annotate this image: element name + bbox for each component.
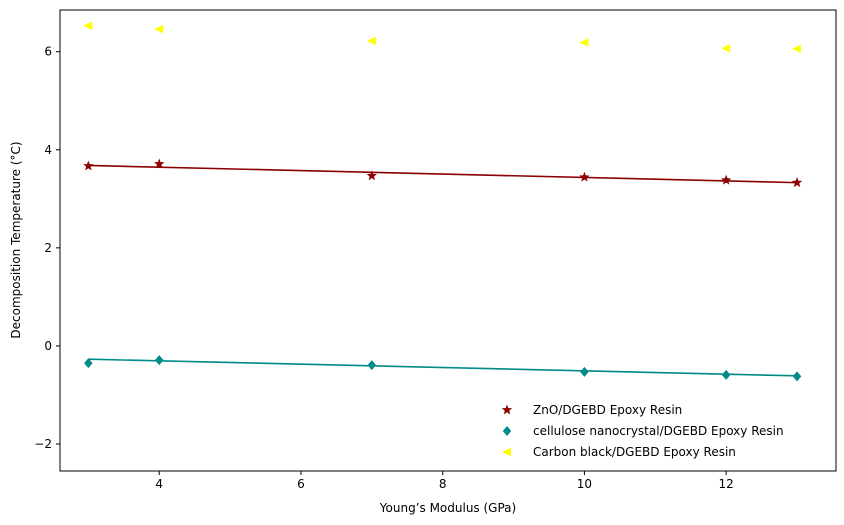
x-tick-label: 4 [155,477,163,491]
y-axis-ticks: −2 0 2 4 6 [34,45,60,451]
legend-label-series-1: cellulose nanocrystal/DGEBD Epoxy Resin [533,424,784,438]
data-point-series-2-0 [83,21,93,30]
legend-marker-series-0 [501,404,513,415]
data-point-series-1-0 [84,358,93,369]
data-point-series-0-3 [579,171,590,182]
fit-line-series-0 [88,164,798,184]
y-axis-label: Decomposition Temperature (°C) [9,141,23,338]
fit-line-series-1 [88,358,798,377]
x-tick-label: 8 [439,477,447,491]
data-point-series-0-1 [153,158,165,169]
x-axis-label: Young’s Modulus (GPa) [379,501,516,515]
fit-lines [88,164,798,377]
plot-area [60,10,836,471]
x-axis-ticks: 4 6 8 10 12 [155,471,734,491]
data-point-series-1-2 [367,360,377,371]
data-point-series-2-3 [579,38,589,47]
legend-marker-series-2 [502,447,511,457]
data-point-series-1-4 [721,369,731,380]
data-point-series-0-4 [720,174,732,185]
data-point-series-1-3 [580,366,589,377]
data-point-series-2-5 [792,44,802,53]
legend-label-series-2: Carbon black/DGEBD Epoxy Resin [533,445,736,459]
y-tick-label: 0 [44,339,52,353]
x-tick-label: 12 [719,477,734,491]
data-point-series-1-1 [154,355,164,366]
plot-frame [59,9,837,472]
y-tick-label: 2 [44,241,52,255]
y-tick-label: 6 [44,45,52,59]
x-tick-label: 6 [297,477,305,491]
legend: ZnO/DGEBD Epoxy Resin cellulose nanocryst… [501,403,784,459]
data-point-series-0-2 [366,170,378,181]
data-point-series-2-4 [721,44,731,53]
legend-label-series-0: ZnO/DGEBD Epoxy Resin [533,403,682,417]
data-markers [83,21,803,382]
data-point-series-0-5 [791,177,803,188]
data-point-series-2-1 [154,24,164,34]
data-point-series-2-2 [366,36,376,46]
y-tick-label: −2 [34,437,52,451]
data-point-series-1-5 [792,371,802,382]
legend-marker-series-1 [502,426,512,436]
data-point-series-0-0 [83,160,94,171]
x-tick-label: 10 [577,477,592,491]
y-tick-label: 4 [44,143,52,157]
